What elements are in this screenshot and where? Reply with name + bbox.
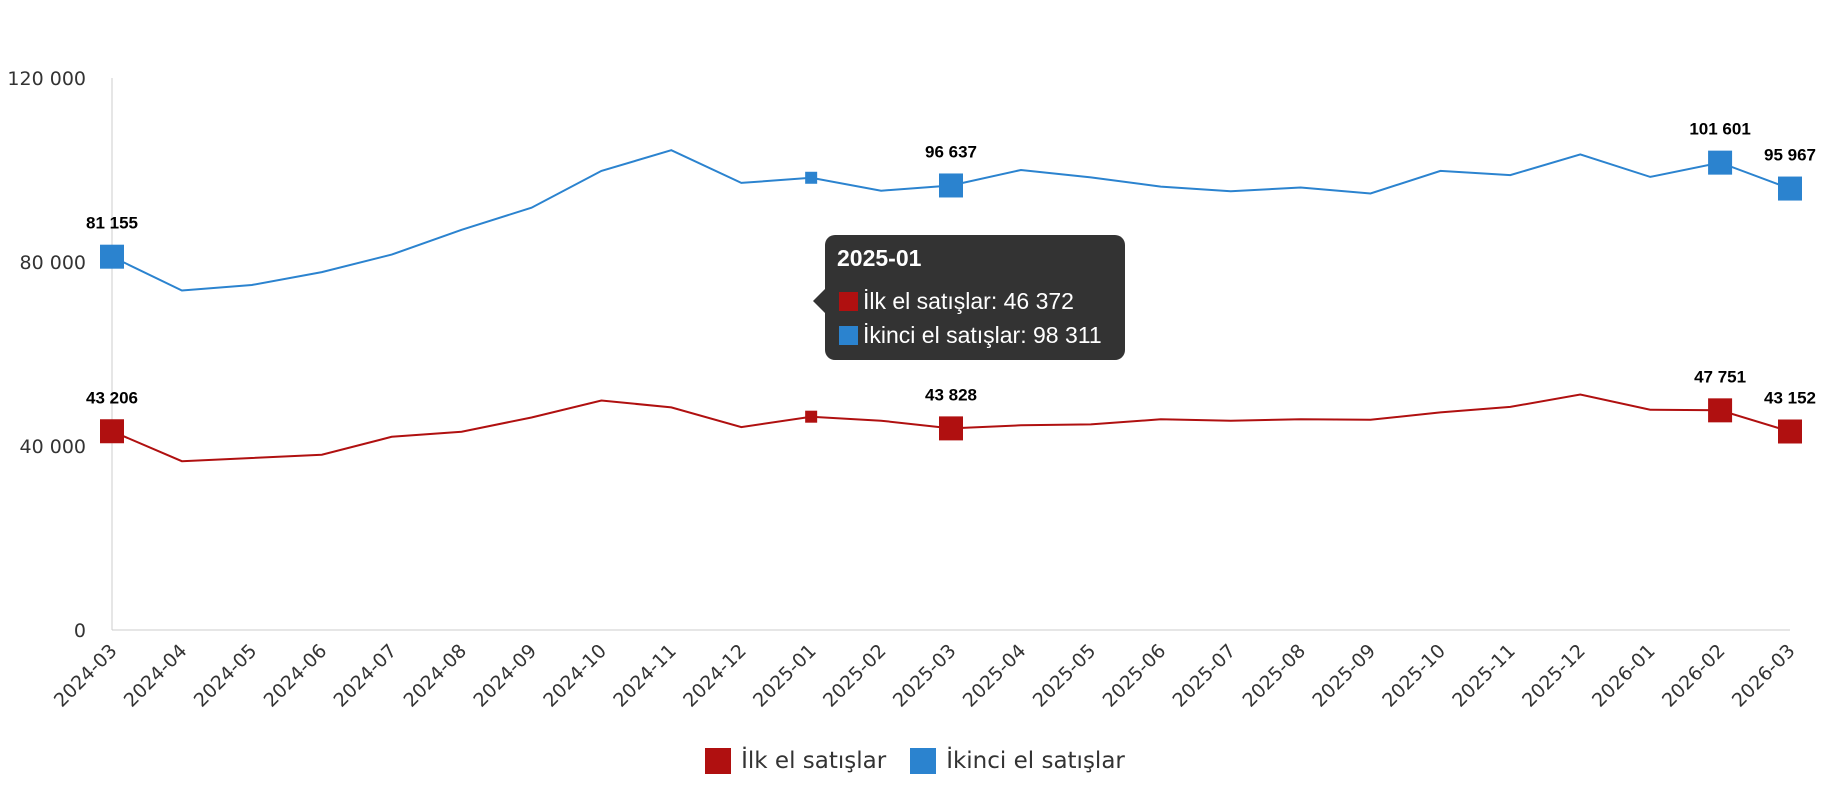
data-label: 95 967 <box>1764 146 1816 165</box>
x-tick-label: 2024-10 <box>539 640 611 712</box>
data-point-marker <box>1778 176 1802 201</box>
tooltip-label-series2: İkinci el satışlar: 98 311 <box>863 321 1102 348</box>
data-label: 43 828 <box>925 385 977 404</box>
x-tick-label: 2025-04 <box>959 640 1031 712</box>
data-label: 81 155 <box>86 214 138 233</box>
data-label: 96 637 <box>925 142 977 161</box>
legend-label-series1: İlk el satışlar <box>741 748 887 774</box>
data-label: 43 206 <box>86 388 138 407</box>
tooltip-swatch-series1 <box>839 291 858 311</box>
data-point-marker <box>939 416 963 441</box>
x-tick-label: 2026-03 <box>1728 640 1800 712</box>
x-tick-label: 2025-12 <box>1518 640 1590 712</box>
x-tick-label: 2024-11 <box>609 640 681 712</box>
x-tick-label: 2024-04 <box>120 640 192 712</box>
data-point-marker <box>100 244 124 269</box>
data-point-marker <box>1778 419 1802 444</box>
tooltip-row-series2: İkinci el satışlar: 98 311 <box>837 318 1113 352</box>
tooltip-title: 2025-01 <box>837 245 922 271</box>
data-point-marker <box>1708 150 1733 175</box>
tooltip-label-series1: İlk el satışlar: 46 372 <box>863 287 1074 314</box>
x-tick-label: 2024-09 <box>469 640 541 712</box>
data-label: 43 152 <box>1764 389 1816 408</box>
x-tick-label: 2025-01 <box>749 640 821 712</box>
y-tick-label: 80 000 <box>20 252 86 274</box>
tooltip-row-series1: İlk el satışlar: 46 372 <box>837 284 1113 318</box>
x-tick-label: 2024-05 <box>190 640 262 712</box>
legend-item-series2[interactable]: İkinci el satışlar <box>910 748 1125 774</box>
x-tick-label: 2025-02 <box>819 640 891 712</box>
x-tick-label: 2025-09 <box>1308 640 1380 712</box>
data-point-marker <box>100 419 124 444</box>
x-tick-label: 2024-06 <box>260 640 332 712</box>
legend-item-series1[interactable]: İlk el satışlar <box>705 748 886 774</box>
hover-point-marker <box>805 410 818 423</box>
x-tick-label: 2025-11 <box>1448 640 1520 712</box>
legend-label-series2: İkinci el satışlar <box>946 748 1125 774</box>
tooltip-arrow <box>813 289 825 313</box>
x-tick-label: 2024-12 <box>679 640 751 712</box>
y-tick-label: 120 000 <box>7 68 86 90</box>
x-tick-label: 2025-07 <box>1169 640 1241 712</box>
x-tick-label: 2025-08 <box>1238 640 1310 712</box>
x-tick-label: 2025-05 <box>1029 640 1101 712</box>
x-tick-label: 2026-02 <box>1658 640 1730 712</box>
x-tick-label: 2025-06 <box>1099 640 1171 712</box>
data-label: 101 601 <box>1689 120 1750 139</box>
x-tick-label: 2024-07 <box>330 640 402 712</box>
chart-legend: İlk el satışlar İkinci el satışlar <box>0 748 1830 774</box>
data-point-marker <box>1708 398 1733 423</box>
x-tick-label: 2024-03 <box>50 640 122 712</box>
tooltip-swatch-series2 <box>839 325 858 345</box>
legend-swatch-series2 <box>910 748 937 774</box>
y-tick-label: 0 <box>74 620 86 642</box>
y-tick-label: 40 000 <box>20 436 86 458</box>
hover-point-marker <box>805 171 818 184</box>
legend-swatch-series1 <box>705 748 732 774</box>
x-tick-label: 2025-03 <box>889 640 961 712</box>
data-point-marker <box>939 173 963 198</box>
chart-tooltip: 2025-01 İlk el satışlar: 46 372 İkinci e… <box>813 235 1125 360</box>
x-tick-label: 2026-01 <box>1588 640 1660 712</box>
data-label: 47 751 <box>1694 367 1746 386</box>
x-tick-label: 2025-10 <box>1378 640 1450 712</box>
x-tick-label: 2024-08 <box>399 640 471 712</box>
